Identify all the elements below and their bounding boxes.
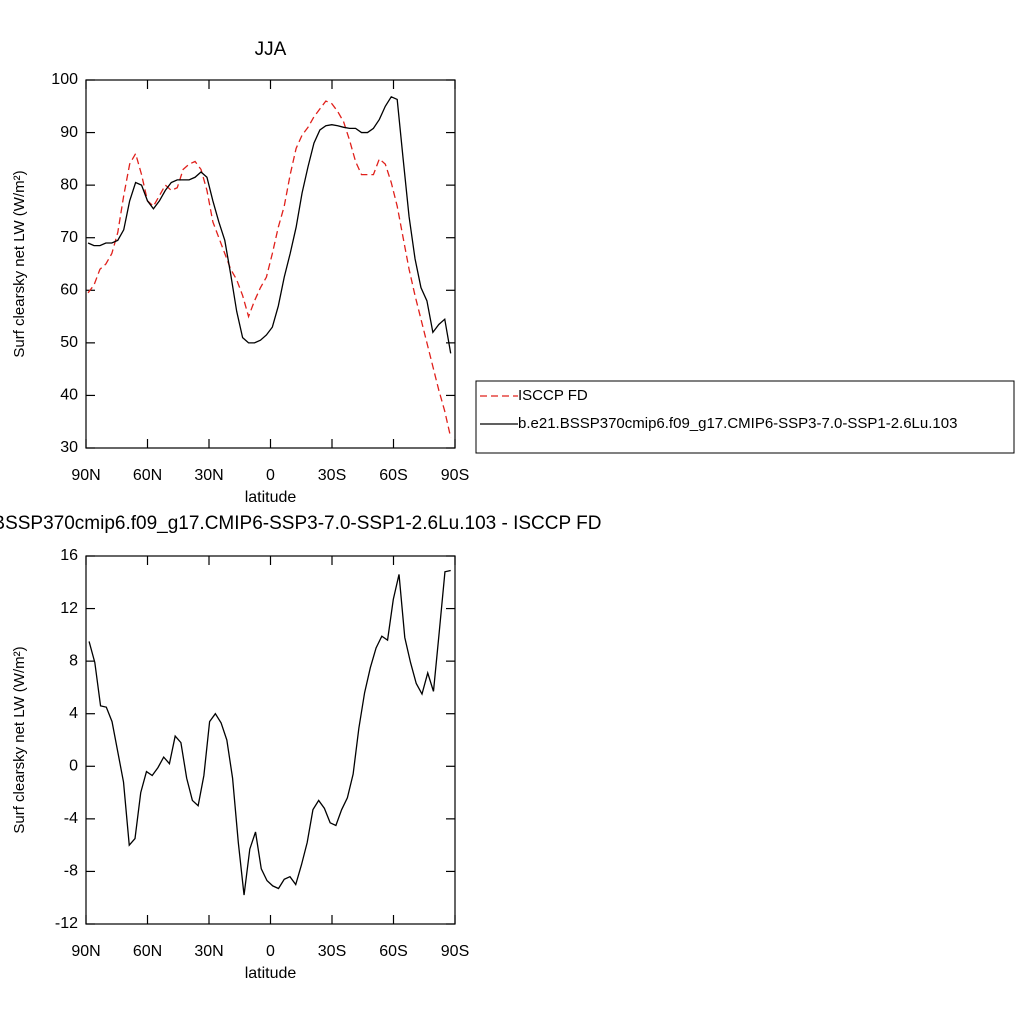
x-axis-label: latitude bbox=[245, 965, 297, 982]
y-tick-label: -4 bbox=[64, 810, 78, 827]
legend-box bbox=[475, 380, 1015, 454]
legend-label: b.e21.BSSP370cmip6.f09_g17.CMIP6-SSP3-7.… bbox=[518, 415, 957, 432]
y-tick-label: 40 bbox=[60, 387, 78, 404]
plot-frame bbox=[85, 555, 456, 925]
y-axis-label: Surf clearsky net LW (W/m²) bbox=[11, 646, 28, 833]
y-tick-label: 80 bbox=[60, 176, 78, 193]
chart-title: b.e21.BSSP370cmip6.f09_g17.CMIP6-SSP3-7.… bbox=[0, 513, 601, 534]
x-tick-label: 60S bbox=[379, 943, 407, 960]
x-tick-label: 30S bbox=[318, 467, 346, 484]
x-tick-label: 60N bbox=[133, 467, 162, 484]
y-tick-label: 30 bbox=[60, 439, 78, 456]
x-tick-label: 60N bbox=[133, 943, 162, 960]
y-tick-label: 50 bbox=[60, 334, 78, 351]
x-tick-label: 90N bbox=[71, 467, 100, 484]
y-tick-label: 100 bbox=[51, 71, 78, 88]
plot-frame bbox=[85, 79, 456, 449]
x-tick-label: 0 bbox=[266, 943, 275, 960]
x-tick-label: 30S bbox=[318, 943, 346, 960]
y-tick-label: 0 bbox=[69, 758, 78, 775]
y-tick-label: 16 bbox=[60, 547, 78, 564]
x-tick-label: 30N bbox=[194, 467, 223, 484]
data-line bbox=[88, 569, 451, 896]
x-tick-label: 60S bbox=[379, 467, 407, 484]
x-tick-label: 30N bbox=[194, 943, 223, 960]
y-tick-label: 70 bbox=[60, 229, 78, 246]
y-tick-label: 12 bbox=[60, 600, 78, 617]
data-line bbox=[87, 100, 452, 438]
y-tick-label: -8 bbox=[64, 863, 78, 880]
x-tick-label: 90S bbox=[441, 467, 469, 484]
data-line bbox=[87, 95, 452, 354]
legend-label: ISCCP FD bbox=[518, 387, 588, 404]
y-tick-label: 8 bbox=[69, 652, 78, 669]
y-axis-label: Surf clearsky net LW (W/m²) bbox=[11, 170, 28, 357]
x-tick-label: 0 bbox=[266, 467, 275, 484]
x-tick-label: 90N bbox=[71, 943, 100, 960]
y-tick-label: 60 bbox=[60, 282, 78, 299]
x-tick-label: 90S bbox=[441, 943, 469, 960]
y-tick-label: -12 bbox=[55, 915, 78, 932]
chart-title: JJA bbox=[255, 39, 287, 60]
x-axis-label: latitude bbox=[245, 489, 297, 506]
y-tick-label: 90 bbox=[60, 124, 78, 141]
y-tick-label: 4 bbox=[69, 705, 78, 722]
